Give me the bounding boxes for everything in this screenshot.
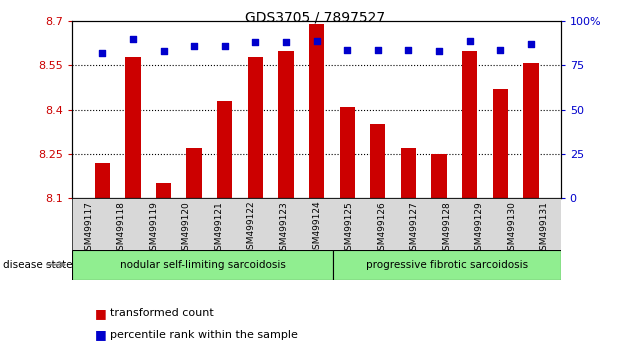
Text: GSM499127: GSM499127 [410, 201, 419, 256]
Point [495, 47, 505, 52]
Bar [94, 163, 110, 198]
Bar [278, 51, 294, 198]
Point [373, 47, 383, 52]
Text: GSM499130: GSM499130 [507, 201, 517, 256]
Bar [370, 125, 386, 198]
Text: GDS3705 / 7897527: GDS3705 / 7897527 [245, 11, 385, 25]
Text: GSM499122: GSM499122 [247, 201, 256, 256]
Text: ■: ■ [94, 307, 106, 320]
Bar [401, 148, 416, 198]
Bar [333, 250, 561, 280]
Bar [125, 57, 140, 198]
Point [97, 50, 107, 56]
Bar [217, 101, 232, 198]
Bar [340, 107, 355, 198]
Point [220, 43, 230, 49]
Point [403, 47, 413, 52]
Point [250, 40, 260, 45]
Point [526, 41, 536, 47]
Text: GSM499124: GSM499124 [312, 201, 321, 256]
Text: GSM499125: GSM499125 [345, 201, 353, 256]
Bar [248, 57, 263, 198]
Text: GSM499119: GSM499119 [149, 201, 158, 256]
Bar [156, 183, 171, 198]
Point [434, 48, 444, 54]
Text: GSM499128: GSM499128 [442, 201, 451, 256]
Text: progressive fibrotic sarcoidosis: progressive fibrotic sarcoidosis [365, 259, 528, 270]
Bar [72, 250, 333, 280]
Text: GSM499129: GSM499129 [475, 201, 484, 256]
Text: GSM499126: GSM499126 [377, 201, 386, 256]
Text: disease state: disease state [3, 259, 72, 270]
Point [189, 43, 199, 49]
Bar [72, 198, 561, 250]
Point [312, 38, 322, 44]
Point [281, 40, 291, 45]
Text: ■: ■ [94, 328, 106, 341]
Bar [432, 154, 447, 198]
Bar [186, 148, 202, 198]
Text: GSM499123: GSM499123 [280, 201, 289, 256]
Bar [309, 24, 324, 198]
Bar [462, 51, 478, 198]
Bar [493, 89, 508, 198]
Bar [523, 63, 539, 198]
Point [159, 48, 169, 54]
Text: GSM499120: GSM499120 [182, 201, 191, 256]
Text: transformed count: transformed count [110, 308, 214, 318]
Text: nodular self-limiting sarcoidosis: nodular self-limiting sarcoidosis [120, 259, 285, 270]
Text: percentile rank within the sample: percentile rank within the sample [110, 330, 298, 339]
Text: GSM499117: GSM499117 [84, 201, 93, 256]
Text: GSM499121: GSM499121 [214, 201, 224, 256]
Point [464, 38, 474, 44]
Text: GSM499118: GSM499118 [117, 201, 126, 256]
Point [128, 36, 138, 42]
Point [342, 47, 352, 52]
Text: GSM499131: GSM499131 [540, 201, 549, 256]
